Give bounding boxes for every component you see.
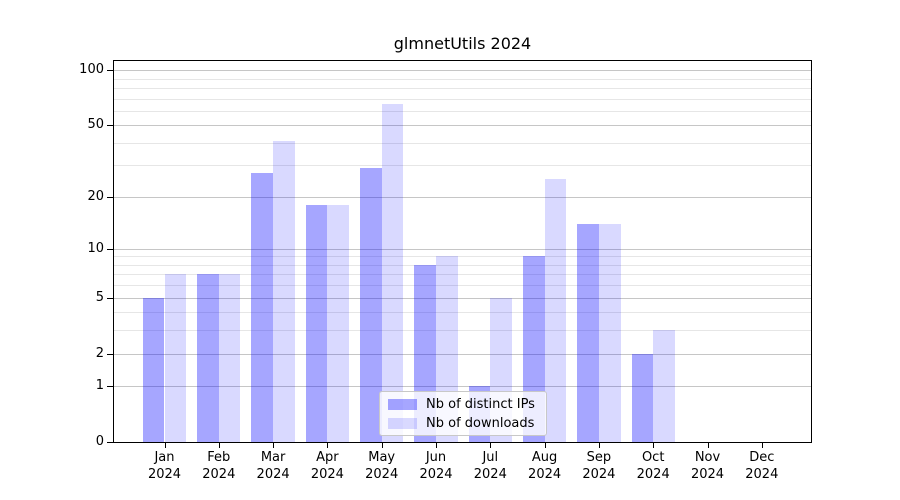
x-tick-label-jul: Jul 2024: [473, 450, 507, 483]
bar-sep-downloads: [598, 223, 621, 442]
y-tick-label-50: 50: [87, 117, 104, 133]
legend: Nb of distinct IPs Nb of downloads: [379, 391, 547, 436]
y-tick-100: [107, 70, 113, 71]
x-tick-oct: [653, 443, 655, 448]
gridline-minor-8: [114, 264, 811, 266]
bar-oct-downloads: [653, 330, 675, 442]
x-tick-jul: [490, 443, 492, 448]
y-tick-label-0: 0: [95, 434, 104, 449]
y-tick-label-2: 2: [95, 345, 104, 361]
bar-may-distinct-ips: [360, 167, 382, 442]
bar-may-downloads: [381, 104, 404, 442]
x-tick-label-jun: Jun 2024: [419, 450, 453, 483]
x-tick-label-jan: Jan 2024: [147, 450, 182, 483]
x-tick-jun: [436, 443, 437, 448]
y-tick-20: [107, 196, 113, 198]
x-tick-label-nov: Nov 2024: [690, 450, 725, 483]
x-tick-label-may: May 2024: [365, 450, 399, 483]
legend-swatch-distinct-ips: [388, 398, 417, 410]
bar-feb-distinct-ips: [197, 274, 219, 442]
legend-entry-distinct-ips: Nb of distinct IPs: [388, 396, 546, 412]
legend-entry-downloads: Nb of downloads: [388, 415, 546, 431]
bar-apr-downloads: [327, 204, 350, 442]
gridline-minor-4: [114, 312, 811, 314]
gridline-major-50: [114, 125, 811, 127]
bar-mar-downloads: [273, 140, 295, 442]
legend-label-distinct-ips: Nb of distinct IPs: [426, 396, 535, 412]
bar-jan-distinct-ips: [142, 297, 165, 442]
gridline-major-10: [114, 248, 811, 250]
x-tick-label-dec: Dec 2024: [745, 450, 779, 483]
x-tick-label-sep: Sep 2024: [582, 450, 616, 483]
bar-mar-distinct-ips: [251, 173, 274, 442]
bar-sep-distinct-ips: [577, 223, 599, 442]
y-tick-label-100: 100: [79, 62, 104, 77]
gridline-major-20: [114, 196, 811, 198]
y-tick-2: [107, 353, 113, 355]
gridline-minor-6: [114, 285, 811, 287]
y-tick-1: [107, 386, 113, 388]
gridline-minor-40: [114, 142, 811, 144]
x-tick-mar: [273, 443, 275, 448]
legend-swatch-downloads: [388, 417, 417, 429]
y-tick-label-5: 5: [95, 289, 104, 305]
x-tick-dec: [761, 443, 763, 448]
bar-apr-distinct-ips: [305, 204, 328, 442]
x-tick-label-mar: Mar 2024: [256, 450, 290, 483]
bar-feb-downloads: [218, 274, 241, 442]
bar-jan-downloads: [164, 274, 187, 442]
x-tick-label-feb: Feb 2024: [202, 450, 236, 483]
x-tick-label-oct: Oct 2024: [636, 450, 670, 483]
y-tick-label-10: 10: [87, 240, 104, 256]
gridline-minor-60: [114, 110, 811, 112]
y-tick-50: [107, 125, 113, 127]
y-tick-10: [107, 248, 113, 250]
plot-area: [113, 60, 812, 443]
bar-aug-downloads: [544, 179, 567, 442]
bar-oct-distinct-ips: [631, 353, 654, 442]
gridline-minor-3: [114, 330, 811, 332]
x-tick-apr: [327, 443, 329, 448]
gridline-major-2: [114, 353, 811, 355]
x-tick-label-apr: Apr 2024: [310, 450, 344, 483]
y-tick-label-20: 20: [87, 188, 104, 204]
x-tick-aug: [544, 443, 546, 448]
x-tick-feb: [218, 443, 220, 448]
gridline-major-1: [114, 386, 811, 388]
gridline-minor-7: [114, 274, 811, 276]
legend-label-downloads: Nb of downloads: [426, 415, 535, 431]
gridline-minor-30: [114, 165, 811, 167]
gridline-minor-70: [114, 98, 811, 100]
y-tick-0: [107, 442, 113, 443]
x-tick-nov: [707, 443, 709, 448]
gridline-minor-80: [114, 87, 811, 89]
x-tick-label-aug: Aug 2024: [528, 450, 562, 483]
gridline-major-5: [114, 297, 811, 299]
gridline-major-100: [114, 70, 811, 71]
y-tick-5: [107, 297, 113, 299]
gridline-minor-90: [114, 78, 811, 80]
x-tick-may: [381, 443, 383, 448]
x-tick-sep: [598, 443, 600, 448]
chart-title: glmnetUtils 2024: [393, 34, 532, 53]
gridline-minor-9: [114, 256, 811, 258]
x-tick-jan: [164, 443, 166, 448]
y-tick-label-1: 1: [95, 378, 104, 394]
